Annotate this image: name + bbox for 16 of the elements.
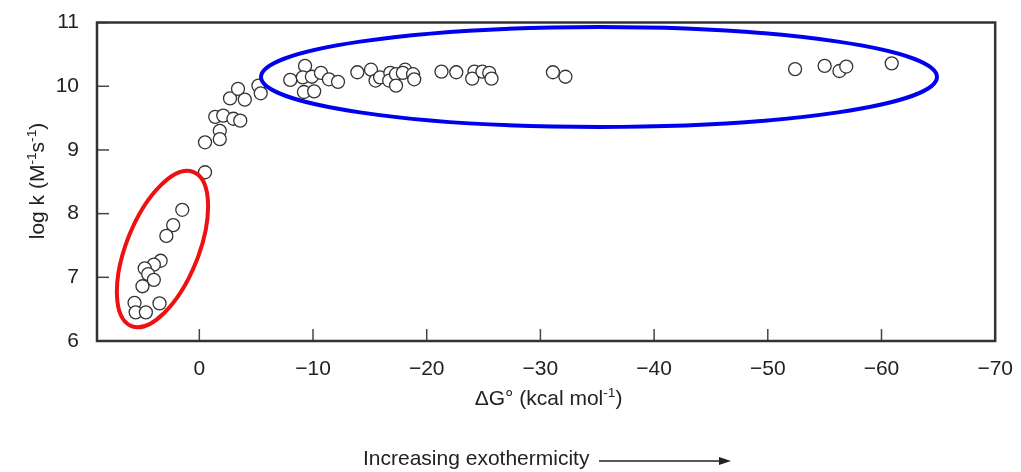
x-tick-label: −40 xyxy=(636,356,672,380)
x-tick-label: −30 xyxy=(522,356,559,380)
y-tick-label: 6 xyxy=(67,327,79,351)
y-tick-label: 8 xyxy=(67,200,79,224)
x-tick-label: −10 xyxy=(295,356,331,380)
x-tick-label: −60 xyxy=(863,356,900,380)
x-tick-label: −50 xyxy=(749,356,786,380)
x-tick-label: 0 xyxy=(193,356,206,380)
text: Increasing exothermicity xyxy=(363,446,590,470)
x-tick-label: −20 xyxy=(408,356,445,380)
y-tick-label: 11 xyxy=(57,9,79,33)
x-axis-title: ΔG° (kcal mol$^{-1}$) xyxy=(473,385,624,410)
y-tick-label: 9 xyxy=(67,136,79,160)
y-tick-label: 7 xyxy=(67,264,79,288)
x-tick-label: −70 xyxy=(977,356,1013,380)
y-tick-label: 10 xyxy=(55,73,79,97)
